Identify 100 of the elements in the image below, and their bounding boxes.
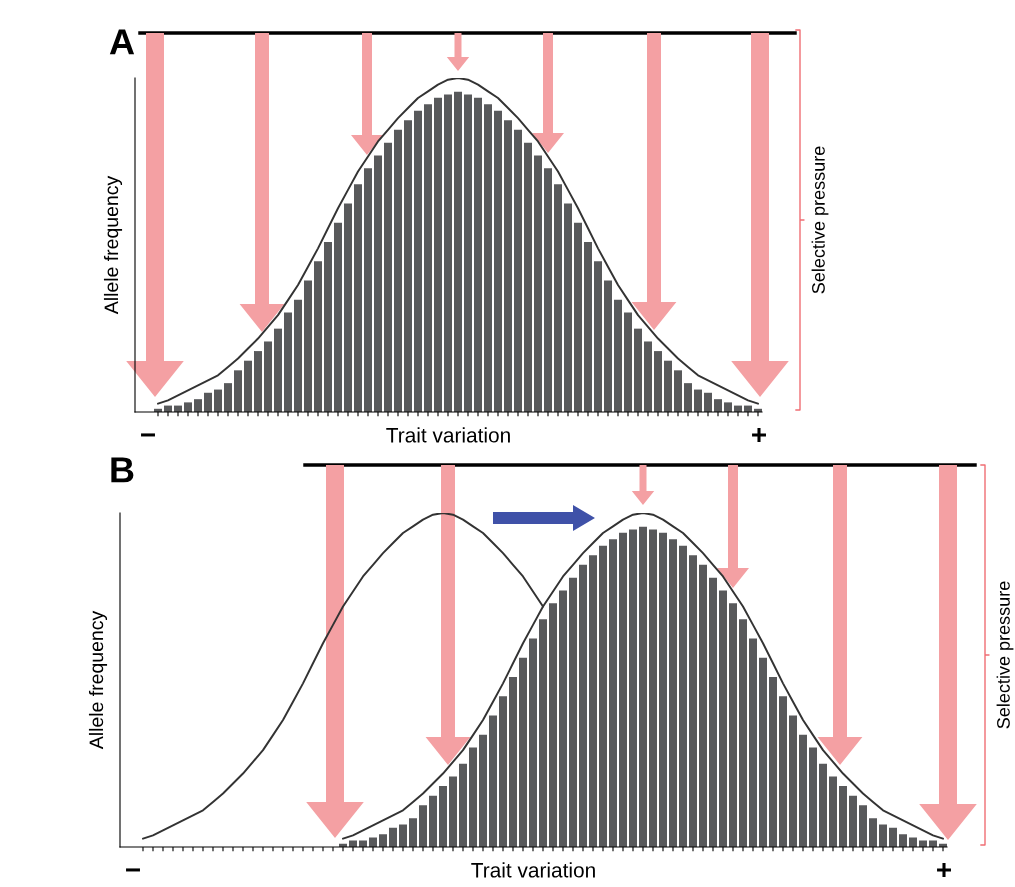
text: + — [937, 862, 951, 877]
bar — [464, 94, 472, 412]
bar — [304, 280, 312, 412]
bar — [594, 261, 602, 412]
bar — [394, 129, 402, 412]
bar — [509, 677, 517, 847]
bar — [684, 383, 692, 412]
bar — [264, 341, 272, 412]
bar — [859, 805, 867, 847]
bar — [419, 805, 427, 847]
bar — [519, 657, 527, 847]
bar — [619, 532, 627, 847]
bar — [634, 328, 642, 412]
bar — [324, 242, 332, 412]
bar — [609, 539, 617, 847]
bar — [524, 142, 532, 412]
bar — [224, 383, 232, 412]
text: − — [126, 868, 140, 872]
bar — [729, 603, 737, 847]
bar — [644, 341, 652, 412]
bar — [449, 776, 457, 847]
bar — [404, 120, 412, 412]
bar — [414, 110, 422, 412]
bar — [439, 786, 447, 847]
bar — [459, 763, 467, 847]
bar — [719, 590, 727, 847]
bar — [444, 94, 452, 412]
bar — [514, 129, 522, 412]
bar — [654, 351, 662, 412]
bar — [479, 734, 487, 847]
bar — [549, 603, 557, 847]
bar — [474, 97, 482, 412]
bar — [384, 142, 392, 412]
bar — [899, 834, 907, 847]
bar — [234, 370, 242, 412]
bar — [274, 328, 282, 412]
bar — [604, 280, 612, 412]
bar — [704, 392, 712, 412]
bar — [504, 120, 512, 412]
bar — [869, 818, 877, 847]
bar — [664, 360, 672, 412]
bar — [674, 370, 682, 412]
bar — [649, 529, 657, 847]
x-axis-title: Trait variation — [386, 427, 510, 443]
bar — [489, 715, 497, 847]
bar — [294, 299, 302, 412]
bar — [629, 529, 637, 847]
bar — [539, 619, 547, 847]
x-axis-title: Trait variation — [471, 862, 595, 878]
bar — [534, 155, 542, 412]
bar — [389, 827, 397, 847]
bar — [689, 555, 697, 847]
bar — [569, 577, 577, 847]
bar — [354, 184, 362, 412]
bar — [779, 696, 787, 847]
bar — [584, 242, 592, 412]
y-axis-title: Allele frequency — [103, 175, 123, 315]
bar — [374, 155, 382, 412]
bar — [499, 696, 507, 847]
bar — [759, 657, 767, 847]
bar — [819, 763, 827, 847]
bar — [769, 677, 777, 847]
bar — [344, 203, 352, 412]
bar — [879, 824, 887, 847]
bar — [589, 555, 597, 847]
bar — [409, 818, 417, 847]
bar — [559, 590, 567, 847]
bar — [494, 110, 502, 412]
bar — [429, 795, 437, 847]
bar — [564, 203, 572, 412]
bar — [284, 312, 292, 412]
bar — [599, 545, 607, 847]
bar — [839, 786, 847, 847]
bar — [454, 91, 462, 412]
bar — [639, 526, 647, 847]
bar — [484, 104, 492, 412]
chart-title: A — [109, 29, 135, 55]
bar — [889, 827, 897, 847]
bar — [544, 168, 552, 412]
bar — [379, 834, 387, 847]
bar — [369, 837, 377, 847]
bar — [424, 104, 432, 412]
bar — [624, 312, 632, 412]
bar — [254, 351, 262, 412]
bar — [364, 168, 372, 412]
bar — [574, 222, 582, 412]
text: Selective pressure — [811, 146, 829, 294]
bar — [749, 638, 757, 847]
bar — [314, 261, 322, 412]
bar — [399, 824, 407, 847]
bar — [194, 399, 202, 412]
bar — [739, 619, 747, 847]
bar — [699, 564, 707, 847]
bar — [849, 795, 857, 847]
bar — [809, 747, 817, 847]
bar — [184, 402, 192, 412]
y-axis-title: Allele frequency — [88, 610, 108, 750]
text: − — [141, 433, 155, 437]
bar — [829, 776, 837, 847]
bar — [669, 539, 677, 847]
